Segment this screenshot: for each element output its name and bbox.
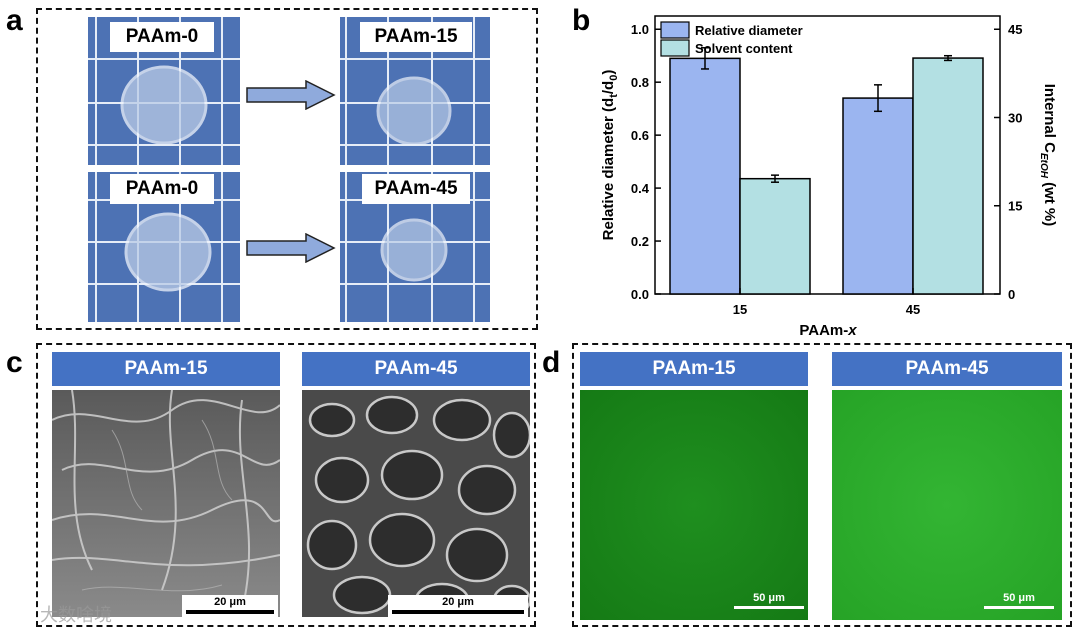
scalebar-label-c-left: 20 μm <box>214 596 246 608</box>
y-axis-label-left: Relative diameter (dt/d0) <box>600 70 620 241</box>
panel-d-frame <box>572 343 1072 627</box>
legend-solvent-content: Solvent content <box>695 41 793 56</box>
right-tick-label: 15 <box>1008 199 1022 214</box>
scalebar-label-c-right: 20 μm <box>442 596 474 608</box>
plot-frame <box>654 15 1001 295</box>
scalebar-d-left: 50 μm <box>734 592 804 609</box>
scalebar-line-d-left <box>734 606 804 609</box>
scalebar-label-d-right: 50 μm <box>1003 592 1035 604</box>
panel-c-frame <box>36 343 536 627</box>
label-paam0-bottom: PAAm-0 <box>110 174 214 204</box>
right-tick-label: 0 <box>1008 287 1015 302</box>
arrow-right-icon <box>246 80 336 110</box>
bar-chart: 0.0 0.2 0.4 0.6 0.8 1.0 0 15 30 45 15 45 Relative… <box>600 15 1058 339</box>
sem-texture <box>52 390 280 617</box>
bar-solvent-content <box>912 57 984 295</box>
x-tick-label: 15 <box>733 302 747 317</box>
legend-swatch-relative-diameter <box>660 21 690 39</box>
header-d-paam15: PAAm-15 <box>580 352 808 386</box>
left-tick-label: 0.0 <box>631 287 649 302</box>
y-axis-label-right: Internal CEtOH (wt %) <box>1038 84 1058 227</box>
fluorescence-image-paam45 <box>832 390 1062 620</box>
left-tick-label: 0.4 <box>631 181 650 196</box>
panel-a-letter: a <box>6 4 23 37</box>
scalebar-label-d-left: 50 μm <box>753 592 785 604</box>
scalebar-c-right <box>392 610 524 614</box>
photo-paam45 <box>340 172 490 322</box>
label-paam45: PAAm-45 <box>362 174 470 204</box>
right-tick-label: 45 <box>1008 22 1022 37</box>
arrow-right-icon <box>246 233 336 263</box>
panel-a-frame <box>36 8 538 330</box>
right-tick-label: 30 <box>1008 110 1022 125</box>
left-tick-label: 0.8 <box>631 75 649 90</box>
watermark: 大数啥境 <box>40 605 112 625</box>
x-tick-label: 45 <box>906 302 920 317</box>
bar-relative-diameter <box>669 57 741 295</box>
scalebar-line-d-right <box>984 606 1054 609</box>
scalebar-c-left <box>186 610 274 614</box>
x-axis-label: PAAm-x <box>799 322 857 339</box>
label-paam0-top: PAAm-0 <box>110 22 214 52</box>
header-c-paam15: PAAm-15 <box>52 352 280 386</box>
scalebar-d-right: 50 μm <box>984 592 1054 609</box>
legend-relative-diameter: Relative diameter <box>695 23 803 38</box>
panel-c-letter: c <box>6 346 23 379</box>
bar-relative-diameter <box>842 97 914 295</box>
panel-b-letter: b <box>572 4 591 37</box>
bar-solvent-content <box>739 177 811 295</box>
sem-image-paam45 <box>302 390 530 617</box>
left-tick-label: 0.2 <box>631 234 649 249</box>
left-tick-label: 1.0 <box>631 22 649 37</box>
header-d-paam45: PAAm-45 <box>832 352 1062 386</box>
panel-d-letter: d <box>542 346 561 379</box>
legend-swatch-solvent-content <box>660 39 690 57</box>
left-tick-label: 0.6 <box>631 128 649 143</box>
label-paam15: PAAm-15 <box>360 22 472 52</box>
sem-texture <box>302 390 530 617</box>
fluorescence-image-paam15 <box>580 390 808 620</box>
grid-photo <box>340 172 490 322</box>
sem-image-paam15 <box>52 390 280 617</box>
header-c-paam45: PAAm-45 <box>302 352 530 386</box>
